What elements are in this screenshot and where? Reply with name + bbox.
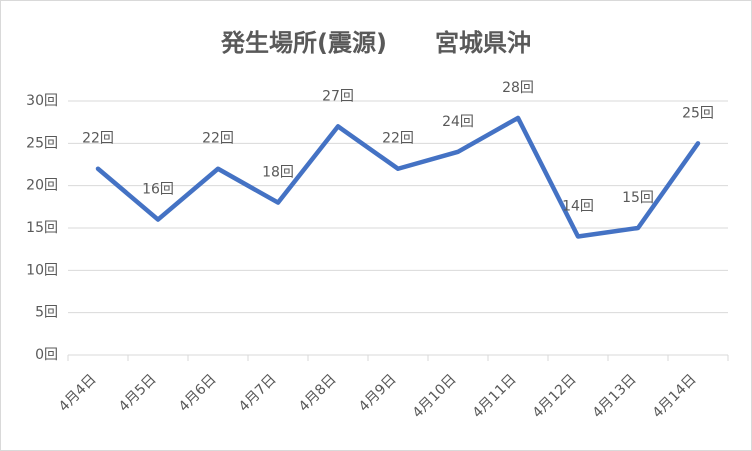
chart-title: 発生場所(震源) 宮城県沖 <box>220 29 531 57</box>
data-label: 25回 <box>682 105 714 121</box>
data-label: 24回 <box>442 114 474 130</box>
data-label: 18回 <box>262 165 294 181</box>
data-label: 22回 <box>382 131 414 147</box>
y-tick-label: 20回 <box>26 178 58 194</box>
data-label: 22回 <box>202 131 234 147</box>
y-tick-label: 15回 <box>26 220 58 236</box>
y-tick-label: 0回 <box>35 347 58 363</box>
y-tick-label: 30回 <box>26 93 58 109</box>
line <box>95 115 701 239</box>
data-label: 15回 <box>622 190 654 206</box>
y-tick-label: 25回 <box>26 135 58 151</box>
data-label: 16回 <box>142 182 174 198</box>
data-label: 22回 <box>82 131 114 147</box>
data-label: 14回 <box>562 198 594 214</box>
y-tick-label: 10回 <box>26 262 58 278</box>
y-tick-label: 5回 <box>35 305 58 321</box>
data-label: 27回 <box>322 88 354 104</box>
data-label: 28回 <box>502 80 534 96</box>
